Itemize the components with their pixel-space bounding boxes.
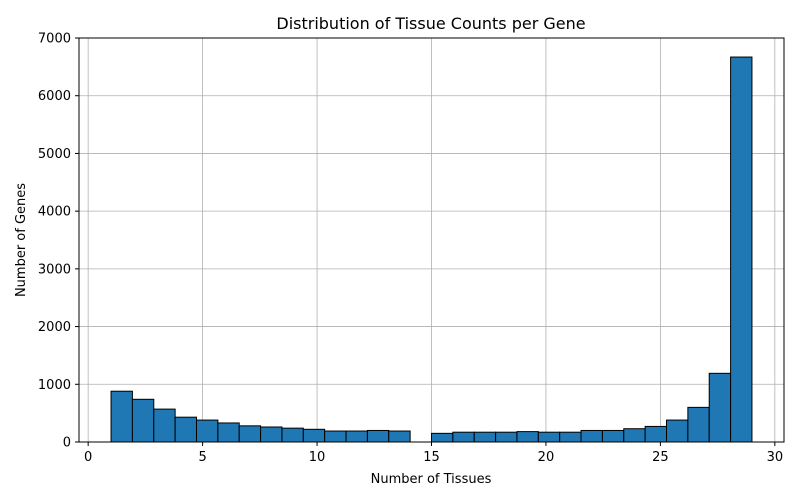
x-tick-label: 25: [652, 450, 669, 465]
x-tick-label: 20: [538, 450, 555, 465]
histogram-bar: [281, 427, 304, 443]
histogram-bar: [623, 428, 646, 443]
histogram-bar: [324, 430, 347, 443]
histogram-bar: [260, 426, 283, 443]
histogram-bar: [238, 425, 262, 443]
y-tick-label: 2000: [38, 320, 71, 335]
histogram-bar: [153, 408, 176, 443]
y-tick-label: 4000: [38, 205, 71, 220]
x-axis-label: Number of Tissues: [371, 472, 492, 487]
histogram-bar: [559, 431, 582, 443]
histogram-bar: [495, 431, 518, 443]
histogram-bar: [537, 431, 561, 443]
histogram-bar: [431, 432, 454, 443]
x-tick-label: 0: [84, 450, 92, 465]
histogram-bar: [366, 429, 390, 443]
grid-lines: [79, 37, 784, 443]
histogram-bar: [644, 425, 668, 443]
histogram-bar: [302, 428, 326, 443]
y-tick-label: 0: [63, 436, 71, 451]
y-axis-label: Number of Genes: [14, 183, 29, 297]
histogram-bar: [174, 416, 197, 443]
x-tick-label: 5: [198, 450, 206, 465]
histogram-bar: [110, 390, 133, 443]
histogram-bar: [388, 430, 411, 443]
y-tick-label: 5000: [38, 147, 71, 162]
tick-labels: 0 5 10 15 20 25 30 0 1000 2000 3000 4000 5000 6000 700…: [38, 32, 783, 466]
y-tick-label: 6000: [38, 89, 71, 104]
y-tick-label: 3000: [38, 262, 71, 277]
histogram-bar: [195, 419, 219, 443]
histogram-bar: [601, 429, 625, 443]
histogram-bar: [730, 56, 753, 443]
histogram-bar: [217, 422, 240, 443]
histogram-bar: [580, 429, 603, 443]
histogram-bars: [110, 56, 753, 443]
y-tick-label: 1000: [38, 378, 71, 393]
x-tick-label: 15: [423, 450, 440, 465]
histogram-bar: [345, 430, 368, 443]
chart-title: Distribution of Tissue Counts per Gene: [276, 14, 585, 33]
histogram-bar: [666, 419, 689, 443]
x-tick-label: 30: [767, 450, 784, 465]
histogram-bar: [708, 372, 732, 443]
histogram-bar: [131, 398, 155, 443]
axes: [75, 37, 785, 446]
y-tick-label: 7000: [38, 32, 71, 47]
histogram-bar: [687, 406, 710, 443]
histogram-bar: [452, 431, 475, 443]
histogram-bar: [473, 431, 497, 443]
histogram-bar: [516, 431, 539, 443]
x-tick-label: 10: [309, 450, 326, 465]
